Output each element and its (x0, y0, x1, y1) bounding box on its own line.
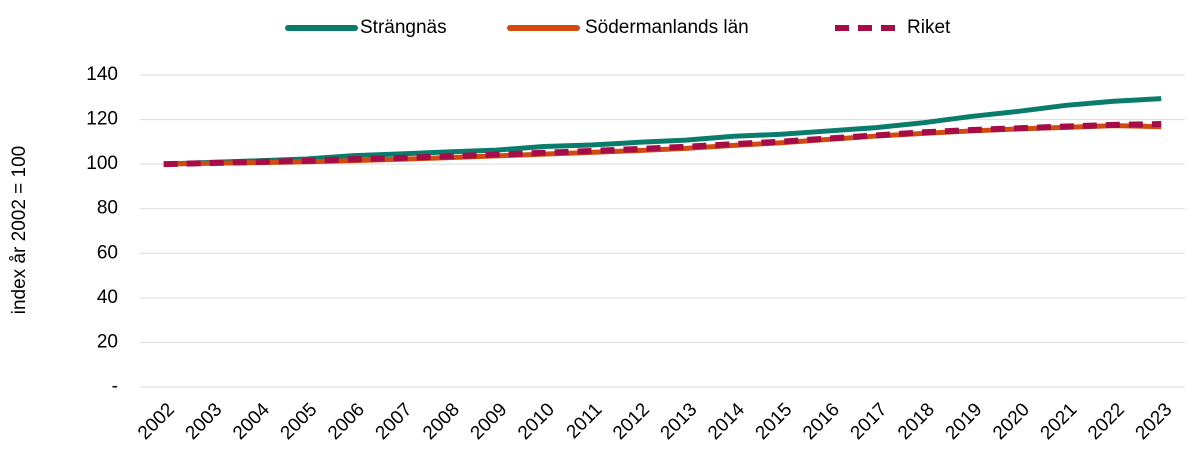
legend-label: Strängnäs (360, 17, 447, 38)
x-tick-label: 2004 (229, 399, 274, 444)
x-tick-label: 2007 (372, 399, 417, 444)
x-tick-label: 2008 (419, 399, 464, 444)
x-tick-label: 2003 (182, 399, 227, 444)
legend-label: Södermanlands län (585, 17, 749, 38)
x-tick-label: 2015 (752, 399, 797, 444)
data-line (163, 121, 1162, 168)
y-tick-label: 100 (86, 153, 118, 174)
y-tick-label: 60 (97, 242, 118, 263)
x-tick-label: 2011 (563, 399, 607, 443)
x-tick-label: 2009 (467, 399, 512, 444)
x-tick-label: 2019 (942, 399, 987, 444)
x-tick-label: 2014 (704, 399, 749, 444)
x-tick-label: 2021 (1037, 399, 1082, 444)
y-tick-label: 120 (86, 109, 118, 130)
x-tick-label: 2022 (1084, 399, 1129, 444)
x-tick-label: 2005 (277, 399, 322, 444)
x-tick-label: 2002 (134, 399, 179, 444)
x-tick-label: 2013 (657, 399, 702, 444)
x-tick-label: 2016 (799, 399, 844, 444)
x-tick-label: 2017 (847, 399, 892, 444)
x-tick-label: 2010 (514, 399, 559, 444)
y-axis-label: index år 2002 = 100 (9, 146, 30, 315)
y-tick-label: 20 (97, 331, 118, 352)
legend-label: Riket (907, 17, 951, 38)
y-tick-label: 140 (86, 64, 118, 85)
x-tick-label: 2006 (324, 399, 369, 444)
y-tick-label: - (112, 376, 118, 397)
x-tick-label: 2018 (894, 399, 939, 444)
y-tick-label: 80 (97, 198, 118, 219)
y-tick-label: 40 (97, 287, 118, 308)
x-tick-label: 2012 (609, 399, 654, 444)
x-tick-label: 2020 (989, 399, 1034, 444)
x-tick-label: 2023 (1132, 399, 1177, 444)
